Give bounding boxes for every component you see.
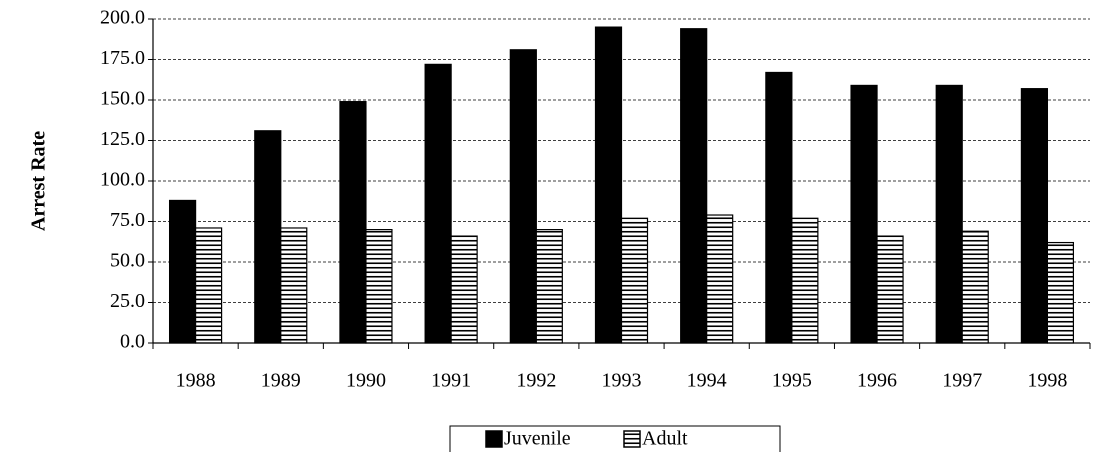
x-tick-label: 1990 — [346, 370, 386, 392]
bar — [620, 217, 649, 344]
bar — [594, 26, 623, 344]
bar — [194, 227, 223, 344]
bar — [935, 84, 963, 344]
bar — [535, 229, 563, 344]
bar — [1046, 241, 1075, 344]
legend — [449, 425, 781, 452]
legend-swatch — [485, 430, 503, 448]
y-tick-label: 75.0 — [110, 209, 145, 231]
bar — [280, 227, 308, 344]
y-tick-label: 100.0 — [100, 169, 145, 191]
bar — [961, 230, 989, 344]
bar — [850, 84, 878, 344]
bar — [339, 101, 367, 344]
x-tick-label: 1995 — [772, 370, 812, 392]
bar — [791, 217, 819, 344]
y-tick-label: 25.0 — [110, 290, 145, 312]
bar — [424, 63, 452, 344]
x-tick-label: 1993 — [602, 370, 642, 392]
x-tick-label: 1998 — [1027, 370, 1067, 392]
legend-swatch — [623, 430, 641, 448]
bar — [680, 28, 708, 344]
legend-label: Juvenile — [504, 428, 571, 450]
y-tick-label: 150.0 — [100, 88, 145, 110]
x-tick-label: 1989 — [261, 370, 301, 392]
y-axis-title: Arrest Rate — [28, 131, 50, 231]
legend-label: Adult — [642, 428, 688, 450]
x-tick-label: 1996 — [857, 370, 897, 392]
y-tick-label: 175.0 — [100, 47, 145, 69]
x-tick-label: 1994 — [687, 370, 727, 392]
y-tick-label: 125.0 — [100, 128, 145, 150]
bar — [168, 199, 197, 344]
x-tick-label: 1997 — [942, 370, 982, 392]
bar — [876, 235, 904, 344]
bar — [365, 229, 393, 344]
y-tick-label: 200.0 — [100, 7, 145, 29]
x-tick-label: 1988 — [176, 370, 216, 392]
bar — [450, 235, 478, 344]
y-tick-label: 50.0 — [110, 250, 145, 272]
x-tick-label: 1992 — [516, 370, 556, 392]
bar — [1020, 88, 1049, 344]
y-tick-label: 0.0 — [120, 331, 145, 353]
bar — [254, 130, 282, 344]
x-tick-label: 1991 — [431, 370, 471, 392]
bar — [509, 49, 537, 344]
bar — [765, 71, 793, 344]
bar — [706, 214, 734, 344]
